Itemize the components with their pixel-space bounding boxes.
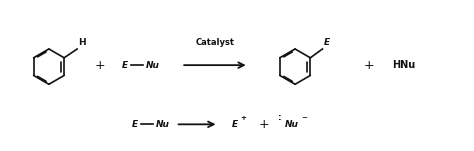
Text: Nu: Nu: [146, 61, 159, 70]
Text: Nu: Nu: [285, 120, 299, 129]
Text: E: E: [132, 120, 138, 129]
Text: +: +: [259, 118, 269, 131]
Text: E: E: [324, 39, 330, 48]
Text: Catalyst: Catalyst: [195, 38, 234, 47]
Text: HNu: HNu: [392, 60, 416, 70]
Text: +: +: [241, 115, 246, 121]
Text: +: +: [364, 59, 375, 72]
Text: Nu: Nu: [156, 120, 170, 129]
Text: −: −: [301, 115, 307, 121]
Text: +: +: [95, 59, 105, 72]
Text: E: E: [121, 61, 128, 70]
Text: E: E: [232, 120, 238, 129]
Text: :: :: [278, 113, 282, 122]
Text: H: H: [79, 39, 86, 48]
